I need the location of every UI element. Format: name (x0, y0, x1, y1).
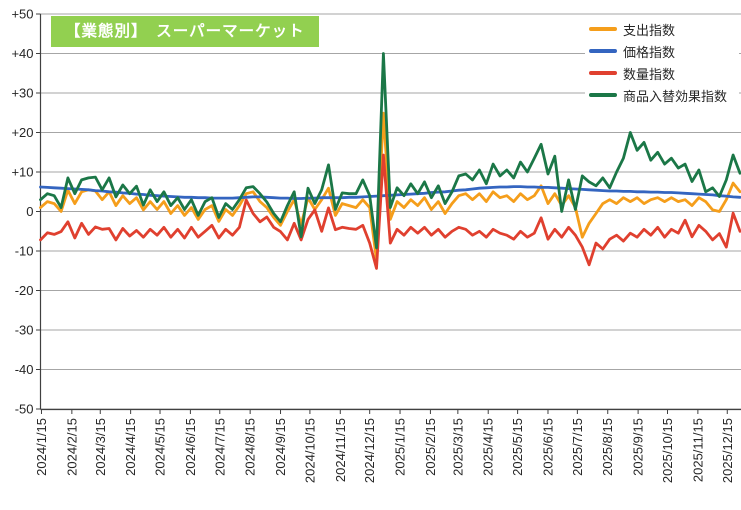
y-axis-label: 0 (26, 204, 33, 219)
x-axis-label: 2025/4/15 (481, 418, 496, 476)
legend-item-1: 価格指数 (589, 40, 739, 62)
legend-label: 商品入替効果指数 (623, 88, 728, 104)
chart-legend: 支出指数価格指数数量指数商品入替効果指数 (585, 15, 739, 109)
y-axis-label: +10 (11, 165, 33, 180)
x-axis-label: 2024/8/15 (243, 418, 258, 476)
x-axis-label: 2024/10/15 (302, 418, 317, 483)
x-axis-label: 2024/7/15 (212, 418, 227, 476)
x-axis-label: 2024/11/15 (333, 418, 348, 482)
series-line-3 (39, 52, 741, 250)
x-axis-label: 2025/8/15 (600, 418, 615, 476)
x-axis-label: 2024/2/15 (64, 418, 79, 476)
y-axis-label: +20 (11, 125, 33, 140)
y-axis-label: +40 (11, 46, 33, 61)
y-axis-label: +30 (11, 86, 33, 101)
y-axis-label: -30 (15, 323, 34, 338)
x-axis-label: 2024/3/15 (93, 418, 108, 476)
y-axis-label: -20 (15, 283, 34, 298)
legend-swatch-icon (589, 93, 617, 97)
x-axis-label: 2025/2/15 (423, 418, 438, 476)
chart-title: 【業態別】 スーパーマーケット (51, 16, 319, 47)
x-axis-label: 2025/7/15 (570, 418, 585, 476)
x-axis-label: 2024/9/15 (273, 418, 288, 476)
legend-item-3: 商品入替効果指数 (589, 84, 739, 106)
series-line-2 (39, 153, 741, 270)
series-line-0 (39, 111, 741, 262)
x-axis-label: 2025/12/15 (720, 418, 735, 483)
legend-item-2: 数量指数 (589, 62, 739, 84)
legend-label: 数量指数 (623, 66, 676, 82)
x-axis-label: 2024/1/15 (34, 418, 49, 476)
legend-label: 価格指数 (623, 44, 676, 60)
legend-label: 支出指数 (623, 22, 676, 38)
legend-item-0: 支出指数 (589, 18, 739, 40)
x-axis-label: 2024/6/15 (183, 418, 198, 476)
y-axis-label: -50 (15, 402, 34, 417)
y-axis-label: +50 (11, 7, 33, 22)
y-axis-label: -40 (15, 362, 34, 377)
y-axis-label: -10 (15, 244, 34, 259)
x-axis-label: 2025/3/15 (450, 418, 465, 476)
x-axis-label: 2025/5/15 (510, 418, 525, 476)
x-axis-label: 2025/9/15 (631, 418, 646, 476)
legend-swatch-icon (589, 27, 617, 31)
x-axis-label: 2024/5/15 (153, 418, 168, 476)
x-axis-label: 2025/11/15 (690, 418, 705, 482)
x-axis-label: 2024/4/15 (123, 418, 138, 476)
x-axis-label: 2025/6/15 (540, 418, 555, 476)
x-axis-label: 2025/10/15 (660, 418, 675, 483)
legend-swatch-icon (589, 71, 617, 75)
x-axis-label: 2025/1/15 (393, 418, 408, 476)
legend-swatch-icon (589, 49, 617, 53)
x-axis-label: 2024/12/15 (362, 418, 377, 483)
